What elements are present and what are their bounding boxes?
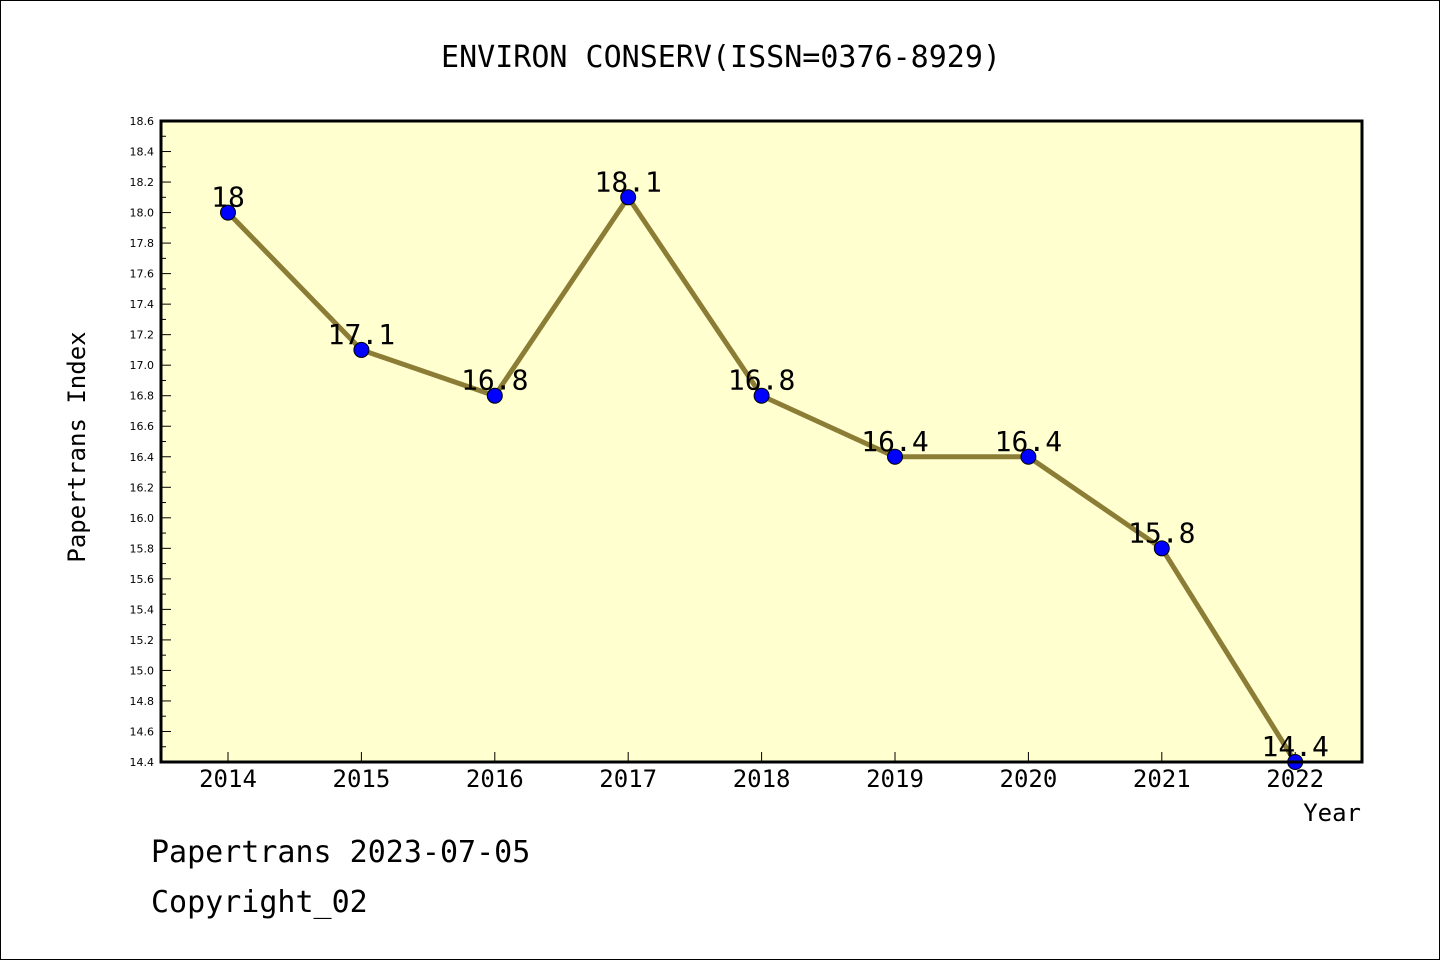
y-tick-label: 15.0 bbox=[130, 664, 155, 677]
y-tick-label: 17.8 bbox=[130, 237, 155, 250]
y-tick-label: 18.2 bbox=[130, 176, 155, 189]
data-label: 17.1 bbox=[328, 318, 395, 351]
data-point bbox=[620, 189, 637, 206]
data-label: 16.4 bbox=[861, 425, 928, 458]
y-tick-label: 16.2 bbox=[130, 481, 155, 494]
footer-copyright-text: Copyright_02 bbox=[151, 885, 368, 920]
data-label: 18.1 bbox=[594, 165, 661, 198]
y-tick-label: 18.0 bbox=[130, 207, 155, 220]
chart-title: ENVIRON CONSERV(ISSN=0376-8929) bbox=[441, 40, 1001, 75]
data-label: 16.8 bbox=[728, 364, 795, 397]
data-label: 15.8 bbox=[1128, 516, 1195, 549]
x-tick-label: 2019 bbox=[866, 765, 924, 793]
data-label: 14.4 bbox=[1261, 730, 1328, 763]
x-tick-label: 2021 bbox=[1133, 765, 1191, 793]
y-tick-label: 18.4 bbox=[130, 146, 155, 159]
y-axis-ticks: 14.4 14.6 14.8 15.0 15.2 15.4 15.6 15.8 16.0 16.2… bbox=[130, 115, 171, 769]
data-labels: 18 17.1 16.8 18.1 16.8 16.4 16.4 15.8 14.4 bbox=[211, 165, 1329, 763]
y-tick-label: 16.0 bbox=[130, 512, 155, 525]
y-tick-label: 17.4 bbox=[130, 298, 155, 311]
y-tick-label: 18.6 bbox=[130, 115, 155, 128]
y-tick-label: 14.8 bbox=[130, 695, 155, 708]
y-tick-label: 16.4 bbox=[130, 451, 155, 464]
y-tick-label: 16.6 bbox=[130, 420, 155, 433]
data-point bbox=[753, 387, 770, 404]
y-tick-label: 15.2 bbox=[130, 634, 155, 647]
x-tick-label: 2020 bbox=[1000, 765, 1058, 793]
x-tick-label: 2015 bbox=[333, 765, 391, 793]
plot-area bbox=[161, 121, 1362, 762]
x-tick-label: 2016 bbox=[466, 765, 524, 793]
y-tick-label: 15.6 bbox=[130, 573, 155, 586]
data-label: 18 bbox=[211, 181, 245, 214]
y-tick-label: 14.6 bbox=[130, 725, 155, 738]
y-tick-label: 15.8 bbox=[130, 542, 155, 555]
y-axis-label: Papertrans Index bbox=[63, 331, 91, 562]
y-tick-label: 15.4 bbox=[130, 603, 155, 616]
x-axis-label: Year bbox=[1303, 799, 1361, 827]
data-point bbox=[887, 448, 903, 465]
data-point bbox=[1153, 540, 1170, 557]
x-tick-label: 2017 bbox=[599, 765, 657, 793]
data-point bbox=[220, 204, 236, 221]
y-tick-label: 14.4 bbox=[130, 756, 155, 769]
x-tick-label: 2018 bbox=[733, 765, 791, 793]
data-point bbox=[1020, 448, 1037, 465]
y-tick-label: 17.6 bbox=[130, 268, 155, 281]
data-point bbox=[353, 341, 370, 358]
y-tick-label: 17.0 bbox=[130, 359, 155, 372]
data-label: 16.8 bbox=[461, 364, 528, 397]
x-tick-label: 2014 bbox=[199, 765, 257, 793]
data-label: 16.4 bbox=[995, 425, 1062, 458]
y-tick-label: 17.2 bbox=[130, 329, 155, 342]
x-axis-ticks: 2014 2015 2016 2017 2018 2019 2020 2021 2022 bbox=[199, 752, 1324, 793]
plot-border bbox=[159, 119, 1364, 764]
data-point bbox=[486, 387, 503, 404]
y-tick-label: 16.8 bbox=[130, 390, 155, 403]
footer-date-text: Papertrans 2023-07-05 bbox=[151, 835, 531, 870]
